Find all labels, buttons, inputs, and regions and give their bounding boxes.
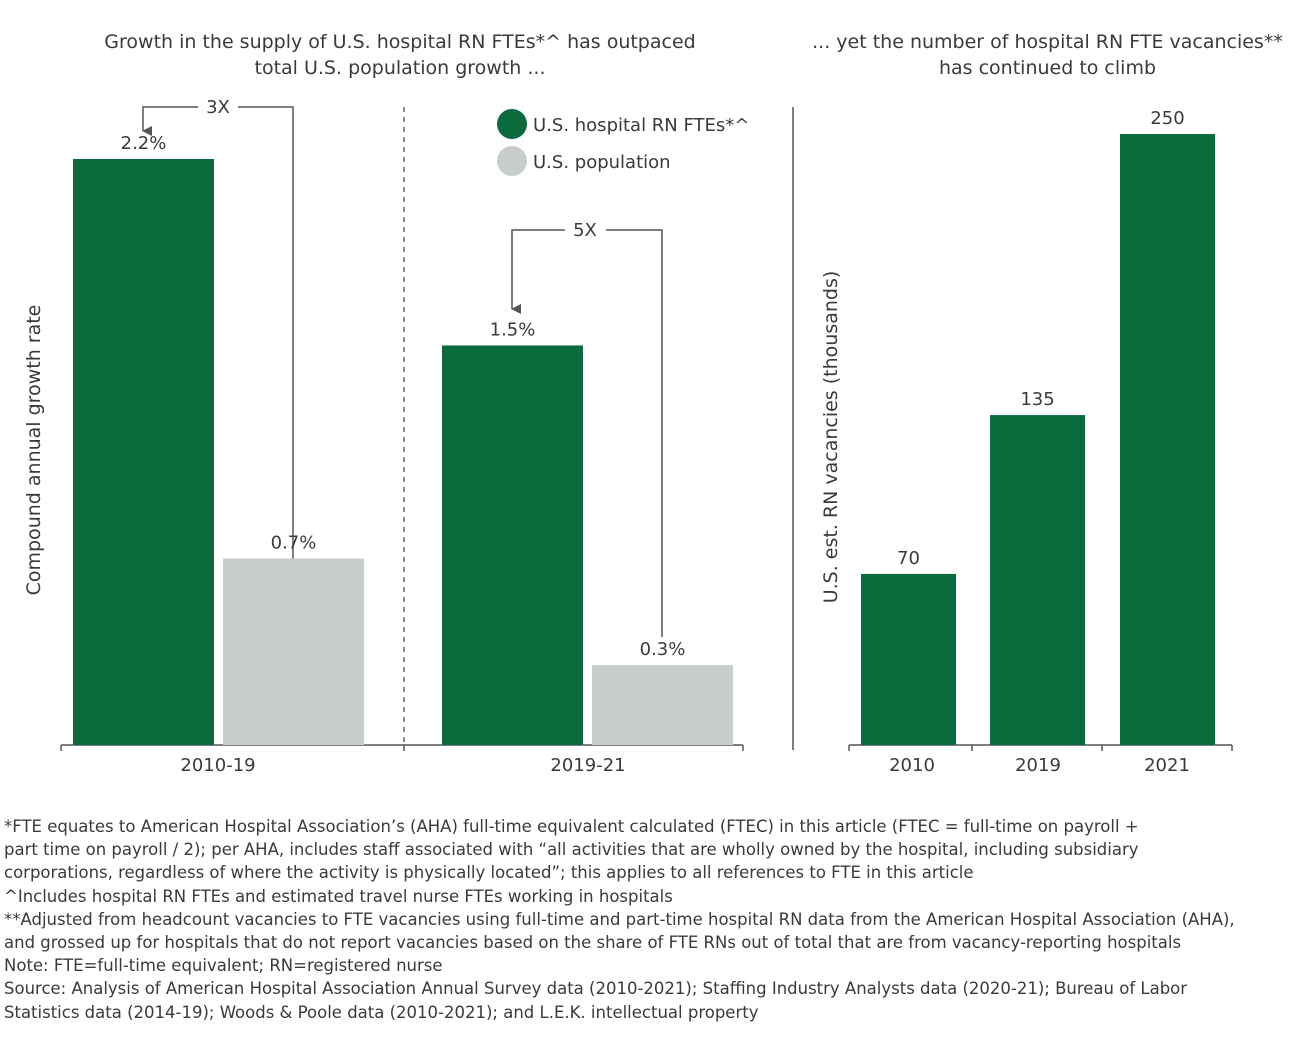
legend-swatch-rn (497, 109, 527, 139)
bars: 2.2% 0.7% 1.5% 0.3% 70 135 250 (73, 108, 1215, 745)
x-tick-label: 2010 (889, 755, 935, 776)
bar-data-label: 2.2% (121, 133, 167, 154)
x-tick-label: 2019 (1015, 755, 1061, 776)
right-chart-title: ... yet the number of hospital RN FTE va… (795, 29, 1300, 81)
footnote: *FTE equates to American Hospital Associ… (4, 817, 1139, 836)
bar-vacancies-2021 (1120, 134, 1215, 745)
footnote: Statistics data (2014-19); Woods & Poole… (4, 1002, 759, 1022)
footnote: part time on payroll / 2); per AHA, incl… (4, 840, 1139, 860)
bar-data-label: 0.7% (271, 533, 317, 554)
legend: U.S. hospital RN FTEs*^ U.S. population (497, 109, 749, 176)
x-tick-label: 2019-21 (550, 755, 625, 776)
left-x-axis (60, 744, 744, 751)
bar-rn-2019-21 (442, 345, 583, 745)
legend-label-rn: U.S. hospital RN FTEs*^ (533, 115, 749, 136)
left-y-axis-label: Compound annual growth rate (23, 305, 45, 596)
annotation-5x (511, 229, 663, 637)
footnotes: *FTE equates to American Hospital Associ… (4, 815, 1300, 1024)
legend-label-population: U.S. population (533, 152, 671, 173)
bar-data-label: 135 (1020, 389, 1054, 410)
footnote: and grossed up for hospitals that do not… (4, 933, 1182, 953)
right-title-line: has continued to climb (938, 57, 1157, 79)
left-title-line: Growth in the supply of U.S. hospital RN… (104, 31, 696, 53)
footnote: ^Includes hospital RN FTEs and estimated… (4, 886, 673, 906)
bar-data-label: 0.3% (640, 639, 686, 660)
footnote: **Adjusted from headcount vacancies to F… (4, 909, 1235, 929)
legend-swatch-population (497, 146, 527, 176)
bar-data-label: 250 (1150, 108, 1184, 129)
x-tick-label: 2010-19 (180, 755, 255, 776)
annotation-5x-label: 5X (573, 220, 597, 241)
right-x-axis (848, 744, 1233, 751)
bar-data-label: 70 (897, 548, 920, 569)
left-title-line: total U.S. population growth ... (254, 57, 546, 79)
left-chart-title: Growth in the supply of U.S. hospital RN… (60, 29, 740, 81)
x-tick-label: 2021 (1144, 755, 1190, 776)
annotation-3x (142, 106, 294, 561)
bar-rn-2010-19 (73, 159, 214, 745)
annotation-3x-label: 3X (206, 97, 230, 118)
charts-svg: Compound annual growth rate U.S. est. RN… (23, 97, 1233, 776)
bar-data-label: 1.5% (490, 319, 536, 340)
bar-vacancies-2010 (861, 573, 956, 745)
right-title-line: ... yet the number of hospital RN FTE va… (812, 31, 1283, 53)
bar-vacancies-2019 (990, 415, 1085, 745)
right-y-axis-label: U.S. est. RN vacancies (thousands) (820, 271, 842, 604)
bar-population-2019-21 (592, 665, 733, 745)
footnote: Source: Analysis of American Hospital As… (4, 979, 1188, 999)
footnote: Note: FTE=full-time equivalent; RN=regis… (4, 956, 443, 976)
bar-population-2010-19 (223, 558, 364, 745)
footnote: corporations, regardless of where the ac… (4, 863, 974, 883)
